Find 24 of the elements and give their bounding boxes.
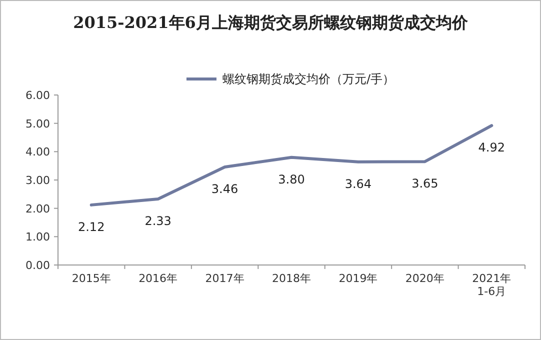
- legend: 螺纹钢期货成交均价（万元/手）: [186, 72, 395, 86]
- y-tick-label: 1.00: [26, 230, 50, 244]
- y-tick-label: 4.00: [26, 146, 50, 159]
- data-label: 3.64: [344, 176, 372, 191]
- x-tick-label: 2018年: [272, 272, 311, 285]
- x-tick-label: 2020年: [405, 272, 444, 285]
- data-label: 2.33: [144, 214, 172, 228]
- x-tick-label: 2015年: [72, 272, 111, 285]
- data-label: 3.46: [211, 182, 238, 196]
- data-label: 4.92: [478, 140, 505, 155]
- y-tick-label: 0.00: [26, 259, 50, 272]
- data-label: 2.12: [78, 220, 105, 234]
- x-tick-label: 2016年: [138, 272, 178, 285]
- legend-label: 螺纹钢期货成交均价（万元/手）: [222, 72, 395, 86]
- x-tick-label: 2019年: [338, 272, 378, 285]
- y-tick-label: 3.00: [26, 174, 50, 187]
- title: 2015-2021年6月上海期货交易所螺纹钢期货成交均价: [73, 13, 468, 32]
- data-label: 3.65: [412, 176, 438, 191]
- y-tick-label: 6.00: [26, 89, 50, 102]
- x-tick-label: 2017年: [205, 272, 244, 285]
- y-tick-label: 5.00: [26, 117, 50, 130]
- data-label: 3.80: [278, 172, 305, 186]
- x-tick-label: 2021年1-6月: [472, 272, 512, 298]
- y-tick-label: 2.00: [26, 202, 50, 216]
